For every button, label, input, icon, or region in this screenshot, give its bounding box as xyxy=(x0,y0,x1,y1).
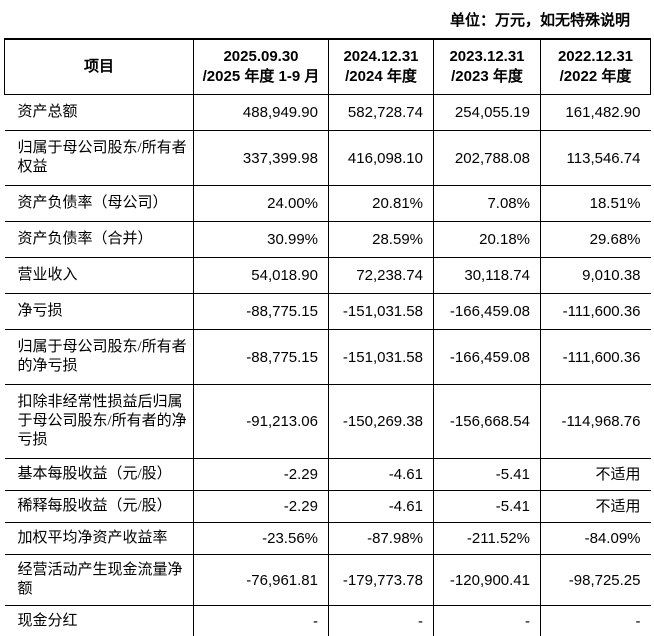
value-cell: -5.41 xyxy=(433,490,541,523)
row-label: 扣除非经常性损益后归属于母公司股东/所有者的净亏损 xyxy=(4,384,194,459)
value-cell: -23.56% xyxy=(193,522,329,555)
value-cell: 30,118.74 xyxy=(433,257,541,294)
table-row-weighted-avg-roe: 加权平均净资产收益率 -23.56% -87.98% -211.52% -84.… xyxy=(4,522,651,555)
value-cell: 20.81% xyxy=(328,185,434,222)
table-row-diluted-eps: 稀释每股收益（元/股） -2.29 -4.61 -5.41 不适用 xyxy=(4,490,651,523)
value-cell: 9,010.38 xyxy=(540,257,651,294)
table-row-total-assets: 资产总额 488,949.90 582,728.74 254,055.19 16… xyxy=(4,94,651,131)
col-header-period-2023: 2023.12.31 /2023 年度 xyxy=(433,38,541,95)
table-row-debt-ratio-parent: 资产负债率（母公司） 24.00% 20.81% 7.08% 18.51% xyxy=(4,185,651,222)
value-cell: -2.29 xyxy=(193,458,329,491)
period-date: 2025.09.30 xyxy=(223,48,299,65)
table-row-basic-eps: 基本每股收益（元/股） -2.29 -4.61 -5.41 不适用 xyxy=(4,458,651,491)
header-row: 项目 2025.09.30 /2025 年度 1-9 月 2024.12.31 … xyxy=(4,38,651,95)
value-cell: -87.98% xyxy=(328,522,434,555)
value-cell: - xyxy=(328,605,434,636)
period-range: /2024 年度 xyxy=(345,68,417,85)
row-label: 稀释每股收益（元/股） xyxy=(4,490,194,523)
value-cell: -114,968.76 xyxy=(540,384,651,459)
value-cell: 416,098.10 xyxy=(328,130,434,186)
value-cell: -98,725.25 xyxy=(540,554,651,606)
value-cell: -150,269.38 xyxy=(328,384,434,459)
value-cell: 113,546.74 xyxy=(540,130,651,186)
value-cell: -84.09% xyxy=(540,522,651,555)
value-cell: -166,459.08 xyxy=(433,293,541,330)
period-date: 2024.12.31 xyxy=(343,48,419,65)
value-cell: 337,399.98 xyxy=(193,130,329,186)
value-cell: 不适用 xyxy=(540,458,651,491)
table-row-parent-equity: 归属于母公司股东/所有者权益 337,399.98 416,098.10 202… xyxy=(4,130,651,186)
value-cell: 582,728.74 xyxy=(328,94,434,131)
value-cell: -151,031.58 xyxy=(328,293,434,330)
financial-table: 项目 2025.09.30 /2025 年度 1-9 月 2024.12.31 … xyxy=(4,38,651,636)
table-row-operating-cash-flow: 经营活动产生现金流量净额 -76,961.81 -179,773.78 -120… xyxy=(4,554,651,606)
value-cell: -211.52% xyxy=(433,522,541,555)
row-label: 加权平均净资产收益率 xyxy=(4,522,194,555)
row-label: 归属于母公司股东/所有者的净亏损 xyxy=(4,329,194,385)
value-cell: - xyxy=(540,605,651,636)
col-header-period-2025: 2025.09.30 /2025 年度 1-9 月 xyxy=(193,38,329,95)
row-label: 基本每股收益（元/股） xyxy=(4,458,194,491)
value-cell: -4.61 xyxy=(328,490,434,523)
value-cell: - xyxy=(433,605,541,636)
value-cell: -5.41 xyxy=(433,458,541,491)
value-cell: -111,600.36 xyxy=(540,293,651,330)
value-cell: -179,773.78 xyxy=(328,554,434,606)
value-cell: -120,900.41 xyxy=(433,554,541,606)
value-cell: 30.99% xyxy=(193,221,329,258)
value-cell: 不适用 xyxy=(540,490,651,523)
value-cell: - xyxy=(193,605,329,636)
period-range: /2023 年度 xyxy=(451,68,523,85)
value-cell: 29.68% xyxy=(540,221,651,258)
row-label: 资产负债率（合并） xyxy=(4,221,194,258)
col-header-period-2022: 2022.12.31 /2022 年度 xyxy=(540,38,651,95)
value-cell: 54,018.90 xyxy=(193,257,329,294)
value-cell: -91,213.06 xyxy=(193,384,329,459)
value-cell: 254,055.19 xyxy=(433,94,541,131)
value-cell: -88,775.15 xyxy=(193,329,329,385)
table-row-debt-ratio-consolidated: 资产负债率（合并） 30.99% 28.59% 20.18% 29.68% xyxy=(4,221,651,258)
period-range: /2022 年度 xyxy=(559,68,632,85)
value-cell: -111,600.36 xyxy=(540,329,651,385)
table-row-cash-dividend: 现金分红 - - - - xyxy=(4,605,651,636)
table-row-parent-net-loss: 归属于母公司股东/所有者的净亏损 -88,775.15 -151,031.58 … xyxy=(4,329,651,385)
value-cell: -151,031.58 xyxy=(328,329,434,385)
table-row-revenue: 营业收入 54,018.90 72,238.74 30,118.74 9,010… xyxy=(4,257,651,294)
value-cell: 24.00% xyxy=(193,185,329,222)
value-cell: -156,668.54 xyxy=(433,384,541,459)
value-cell: 72,238.74 xyxy=(328,257,434,294)
row-label: 资产总额 xyxy=(4,94,194,131)
unit-note: 单位：万元，如无特殊说明 xyxy=(449,13,630,29)
value-cell: 18.51% xyxy=(540,185,651,222)
value-cell: 161,482.90 xyxy=(540,94,651,131)
value-cell: -88,775.15 xyxy=(193,293,329,330)
row-label: 归属于母公司股东/所有者权益 xyxy=(4,130,194,186)
value-cell: 28.59% xyxy=(328,221,434,258)
value-cell: 7.08% xyxy=(433,185,541,222)
value-cell: 20.18% xyxy=(433,221,541,258)
col-header-period-2024: 2024.12.31 /2024 年度 xyxy=(328,38,434,95)
value-cell: -166,459.08 xyxy=(433,329,541,385)
row-label: 资产负债率（母公司） xyxy=(4,185,194,222)
table-row-non-recurring-net-loss: 扣除非经常性损益后归属于母公司股东/所有者的净亏损 -91,213.06 -15… xyxy=(4,384,651,459)
row-label: 现金分红 xyxy=(4,605,194,636)
value-cell: -4.61 xyxy=(328,458,434,491)
period-date: 2023.12.31 xyxy=(449,48,525,65)
value-cell: -2.29 xyxy=(193,490,329,523)
value-cell: 202,788.08 xyxy=(433,130,541,186)
row-label: 营业收入 xyxy=(4,257,194,294)
value-cell: 488,949.90 xyxy=(193,94,329,131)
row-label: 经营活动产生现金流量净额 xyxy=(4,554,194,606)
value-cell: -76,961.81 xyxy=(193,554,329,606)
table-row-net-loss: 净亏损 -88,775.15 -151,031.58 -166,459.08 -… xyxy=(4,293,651,330)
col-header-item: 项目 xyxy=(4,38,194,95)
period-date: 2022.12.31 xyxy=(557,48,634,65)
row-label: 净亏损 xyxy=(4,293,194,330)
period-range: /2025 年度 1-9 月 xyxy=(202,68,320,85)
